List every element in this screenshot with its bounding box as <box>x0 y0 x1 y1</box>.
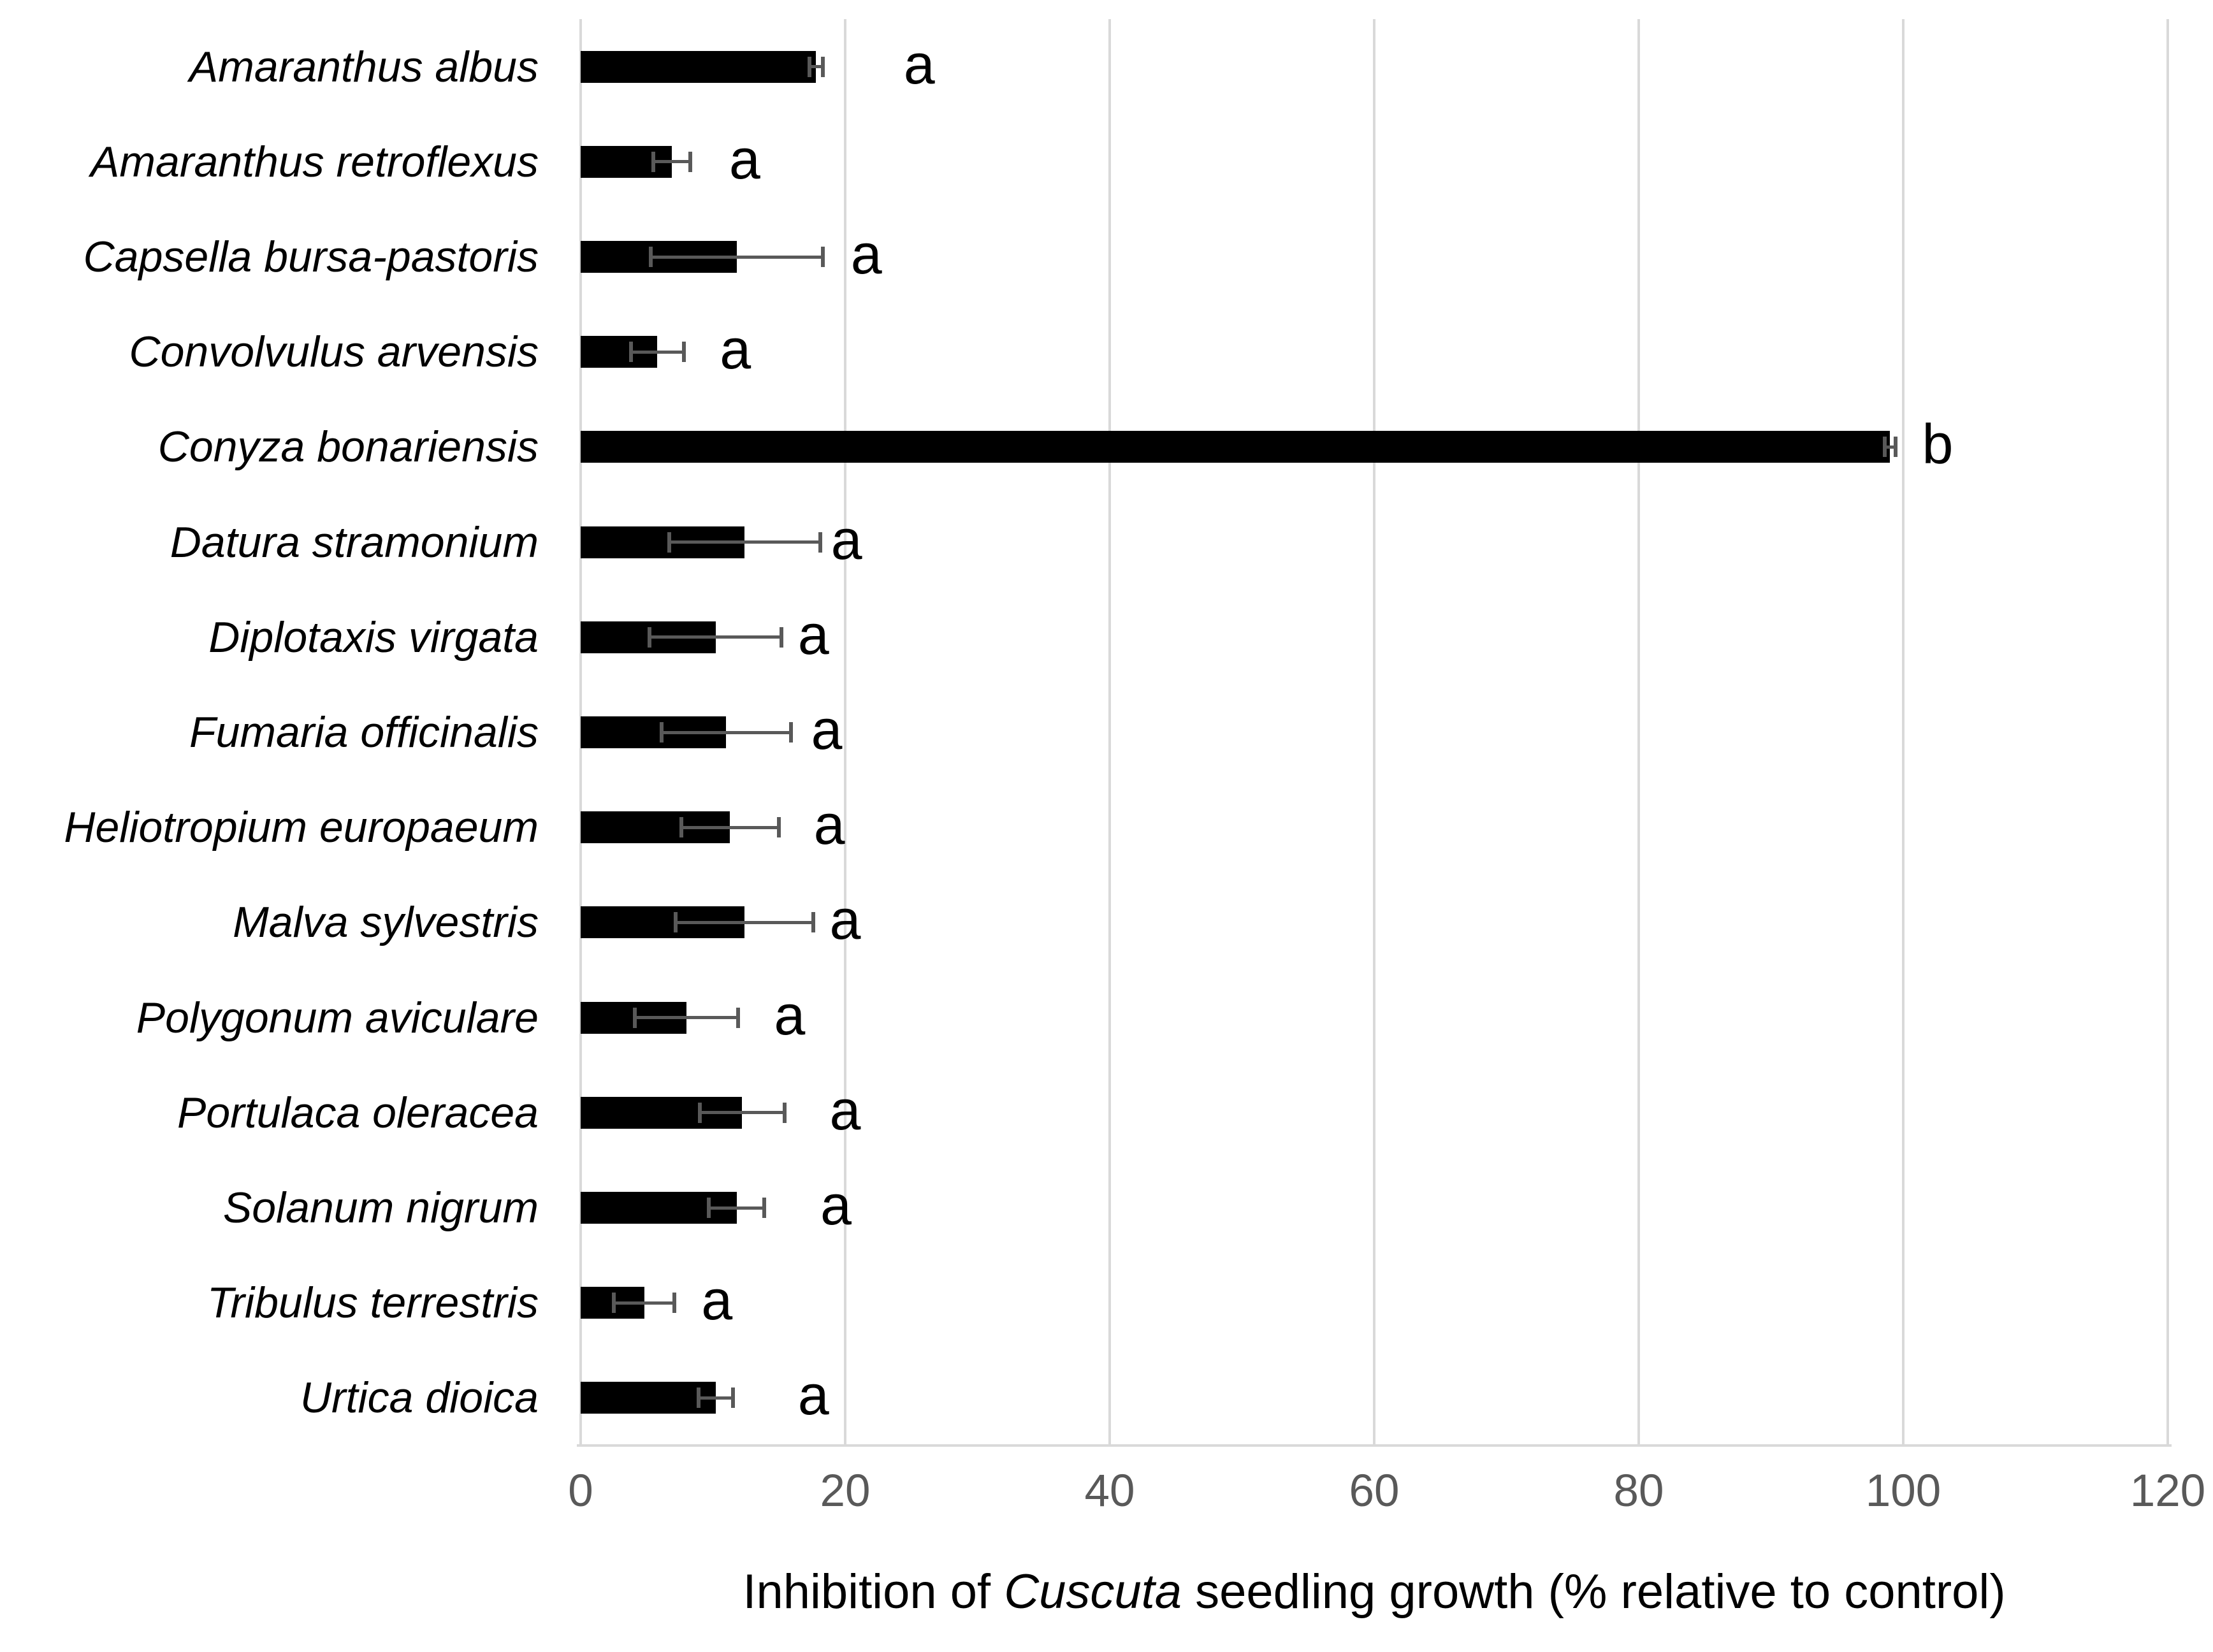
category-label: Polygonum aviculare <box>136 993 539 1042</box>
error-bar-cap-right <box>788 722 793 743</box>
error-bar-cap-left <box>659 722 664 743</box>
error-bar <box>650 255 823 259</box>
error-bar-cap-left <box>1882 437 1887 458</box>
x-tick-label: 20 <box>820 1466 871 1516</box>
significance-letter: a <box>811 697 843 761</box>
category-label: Capsella bursa-pastoris <box>83 233 539 281</box>
error-bar-cap-right <box>762 1198 767 1218</box>
x-tick-label: 120 <box>2130 1466 2206 1516</box>
significance-letter: a <box>774 983 806 1047</box>
x-axis-title: Inhibition of Cuscuta seedling growth (%… <box>581 1563 2168 1621</box>
error-bar-cap-left <box>648 247 653 267</box>
error-bar-cap-left <box>697 1102 702 1123</box>
error-bar <box>698 1396 733 1400</box>
significance-letter: a <box>831 507 862 571</box>
error-bar-cap-left <box>651 151 656 172</box>
error-bar <box>699 1111 785 1115</box>
category-label: Portulaca oleracea <box>177 1088 539 1137</box>
error-bar-cap-right <box>820 56 825 77</box>
significance-letter: a <box>720 317 751 381</box>
error-bar <box>809 65 823 69</box>
error-bar-cap-left <box>674 912 678 933</box>
significance-letter: a <box>820 1173 852 1236</box>
error-bar-cap-right <box>780 627 784 648</box>
gridline <box>1902 19 1905 1446</box>
bar <box>581 431 1890 463</box>
category-label: Malva sylvestris <box>233 898 539 947</box>
error-bar-cap-left <box>611 1293 616 1314</box>
bar <box>581 1382 716 1414</box>
gridline <box>1373 19 1375 1446</box>
error-bar-cap-left <box>667 532 672 553</box>
error-bar-cap-left <box>807 56 811 77</box>
error-bar-cap-right <box>818 532 822 553</box>
x-tick-label: 60 <box>1349 1466 1400 1516</box>
error-bar <box>649 635 782 639</box>
error-bar-cap-right <box>820 247 825 267</box>
error-bar <box>669 540 820 544</box>
error-bar <box>630 350 684 354</box>
error-bar-cap-left <box>707 1198 711 1218</box>
error-bar-cap-left <box>633 1007 637 1028</box>
error-bar-cap-left <box>696 1388 700 1409</box>
error-bar-cap-right <box>782 1102 787 1123</box>
error-bar-cap-right <box>672 1293 677 1314</box>
significance-letter: a <box>729 127 760 191</box>
category-label: Solanum nigrum <box>222 1184 539 1232</box>
category-label: Convolvulus arvensis <box>129 328 539 377</box>
error-bar <box>613 1301 675 1305</box>
category-label: Amaranthus albus <box>189 42 539 91</box>
significance-letter: a <box>829 888 861 952</box>
error-bar <box>676 920 814 924</box>
gridline <box>1637 19 1640 1446</box>
significance-letter: a <box>813 793 845 857</box>
x-axis-title-prefix: Inhibition of <box>743 1565 1005 1619</box>
error-bar-cap-left <box>628 342 633 363</box>
x-tick-label: 80 <box>1613 1466 1664 1516</box>
x-tick-label: 100 <box>1865 1466 1941 1516</box>
error-bar-cap-right <box>736 1007 740 1028</box>
error-bar-cap-left <box>679 817 683 838</box>
error-bar <box>709 1206 765 1210</box>
category-label: Amaranthus retroflexus <box>91 137 539 186</box>
category-label: Heliotropium europaeum <box>64 803 539 852</box>
gridline <box>844 19 846 1446</box>
error-bar <box>661 730 791 734</box>
significance-letter: a <box>797 602 829 666</box>
significance-letter: b <box>1922 412 1954 476</box>
gridline <box>1108 19 1111 1446</box>
category-label: Datura stramonium <box>170 518 539 567</box>
error-bar-cap-right <box>681 342 686 363</box>
error-bar-cap-left <box>647 627 651 648</box>
category-label: Conyza bonariensis <box>157 423 539 472</box>
error-bar-cap-right <box>777 817 781 838</box>
x-tick-label: 40 <box>1084 1466 1135 1516</box>
x-axis-line <box>577 1444 2172 1447</box>
error-bar-cap-right <box>688 151 693 172</box>
x-axis-title-suffix: seedling growth (% relative to control) <box>1182 1565 2006 1619</box>
error-bar <box>1884 445 1896 449</box>
category-label: Diplotaxis virgata <box>208 612 539 662</box>
significance-letter: a <box>797 1363 829 1427</box>
significance-letter: a <box>850 222 882 286</box>
significance-letter: a <box>701 1268 733 1332</box>
x-axis-title-italic: Cuscuta <box>1004 1565 1182 1619</box>
error-bar-cap-right <box>1893 437 1897 458</box>
error-bar <box>653 160 691 164</box>
error-bar-cap-right <box>730 1388 735 1409</box>
category-label: Urtica dioica <box>300 1373 539 1423</box>
significance-letter: a <box>829 1078 861 1141</box>
error-bar-cap-right <box>811 912 816 933</box>
category-label: Tribulus terrestris <box>207 1279 539 1328</box>
error-bar <box>635 1016 738 1020</box>
error-bar <box>681 825 780 829</box>
gridline <box>2166 19 2169 1446</box>
bar <box>581 50 816 83</box>
x-tick-label: 0 <box>568 1466 593 1516</box>
category-label: Fumaria officinalis <box>189 708 539 757</box>
significance-letter: a <box>903 32 935 96</box>
